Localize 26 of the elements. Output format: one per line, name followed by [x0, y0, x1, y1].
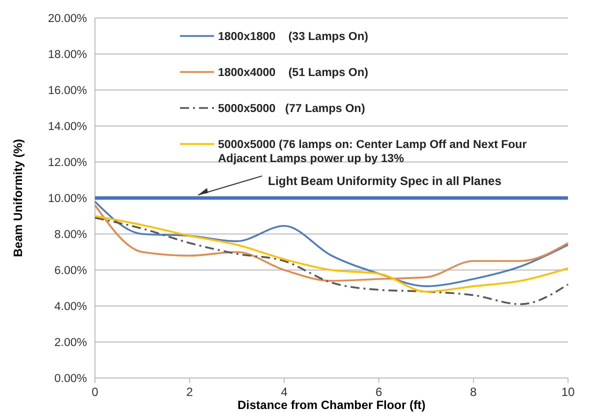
y-tick-label: 16.00%: [48, 85, 87, 97]
y-axis-title: Beam Uniformity (%): [11, 138, 25, 258]
line-series: [94, 215, 569, 292]
legend-label: 5000x5000 (77 Lamps On): [218, 103, 366, 115]
legend-label: 1800x1800 (33 Lamps On): [218, 31, 368, 43]
legend-label: 1800x4000 (51 Lamps On): [218, 67, 368, 79]
y-tick-label: 2.00%: [54, 337, 87, 349]
y-tick-label: 4.00%: [54, 301, 87, 313]
y-tick-label: 18.00%: [48, 49, 87, 61]
line-series: [94, 216, 569, 306]
y-tick-label: 14.00%: [48, 121, 87, 133]
y-tick-label: 12.00%: [48, 157, 87, 169]
y-tick-label: 20.00%: [48, 13, 87, 25]
y-tick-label: 10.00%: [48, 193, 87, 205]
ref-line-label: Light Beam Uniformity Spec in all Planes: [268, 174, 502, 188]
x-tick-label: 8: [470, 385, 478, 399]
y-tick-label: 6.00%: [54, 265, 87, 277]
x-tick-label: 10: [561, 385, 575, 399]
x-tick-label: 2: [186, 385, 194, 399]
y-tick-label: 0.00%: [54, 373, 87, 385]
x-tick-label: 0: [92, 385, 99, 399]
legend-label: 5000x5000 (76 lamps on: Center Lamp Off and Next Four Adjacent Lamps power up by 13%: [218, 139, 528, 165]
y-tick-label: 8.00%: [54, 229, 87, 241]
x-tick-label: 4: [280, 385, 288, 399]
x-tick-label: 6: [375, 385, 382, 399]
x-axis-title: Distance from Chamber Floor (ft): [237, 398, 426, 412]
